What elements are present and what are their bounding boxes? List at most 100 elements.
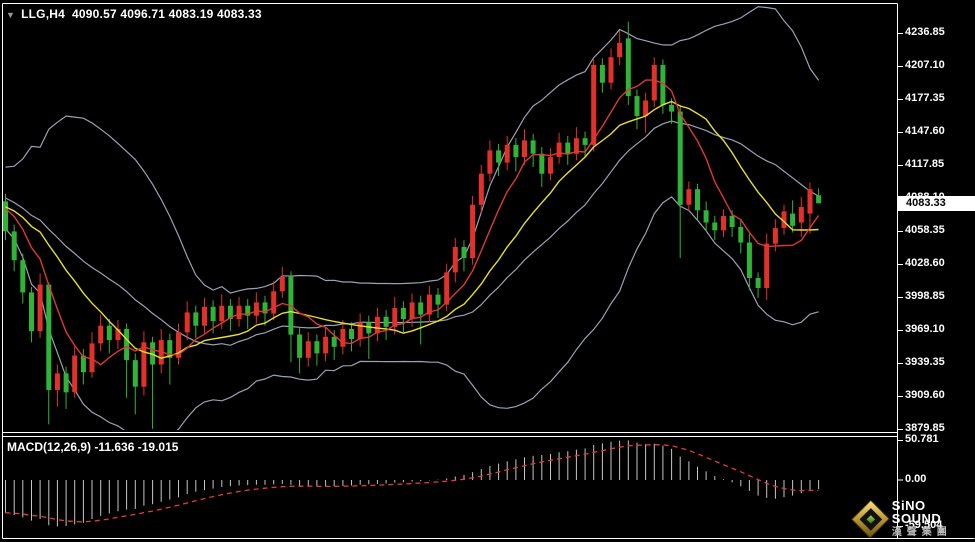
price-tick-label: 4236.85 bbox=[905, 26, 945, 38]
candle-body bbox=[660, 65, 666, 105]
price-tick-label: 3909.60 bbox=[905, 389, 945, 401]
price-tick-label: 3939.35 bbox=[905, 356, 945, 368]
symbol-ohlc-text: LLG,H4 4090.57 4096.71 4083.19 4083.33 bbox=[21, 7, 262, 21]
logo-brand-name: SiNO SOUND bbox=[891, 498, 942, 526]
bollinger-lower-band-line bbox=[5, 196, 819, 430]
macd-indicator-label: MACD(12,26,9) -11.636 -19.015 bbox=[7, 440, 179, 454]
symbol-dropdown-icon[interactable]: ▼ bbox=[6, 10, 16, 20]
candle-body bbox=[755, 278, 761, 288]
candle-body bbox=[279, 276, 285, 292]
candle-body bbox=[513, 144, 519, 158]
candle-body bbox=[556, 142, 562, 157]
candle-body bbox=[383, 316, 389, 327]
candle-body bbox=[374, 316, 380, 334]
price-tick-label: 3998.85 bbox=[905, 290, 945, 302]
candle-body bbox=[219, 305, 225, 322]
candle-body bbox=[245, 305, 251, 316]
candle-body bbox=[227, 305, 233, 319]
macd-tick-label: 0.00 bbox=[905, 473, 927, 485]
candle-body bbox=[677, 111, 683, 205]
candle-body bbox=[444, 272, 450, 305]
candle-body bbox=[807, 189, 813, 214]
candle-body bbox=[167, 340, 173, 358]
price-tick-label: 4058.35 bbox=[905, 224, 945, 236]
candle-body bbox=[418, 302, 424, 315]
candle-body bbox=[729, 215, 735, 227]
macd-pane bbox=[5, 440, 820, 527]
candle-body bbox=[20, 260, 26, 293]
candle-body bbox=[305, 341, 311, 358]
candle-body bbox=[790, 213, 796, 226]
candle-body bbox=[400, 307, 406, 319]
candle-body bbox=[340, 329, 346, 347]
candle-body bbox=[184, 312, 190, 333]
candle-body bbox=[54, 373, 60, 390]
main-pane bbox=[3, 6, 822, 430]
candle-body bbox=[176, 332, 181, 358]
price-tick-label: 4117.85 bbox=[905, 158, 945, 170]
broker-logo: SiNO SOUND 漢聲集團 bbox=[852, 498, 975, 538]
candle-body bbox=[617, 42, 623, 58]
candle-body bbox=[781, 211, 787, 228]
candle-body bbox=[738, 227, 744, 243]
candle-body bbox=[772, 228, 778, 244]
candle-body bbox=[37, 284, 43, 332]
ma-yellow-line bbox=[5, 100, 819, 359]
candle-body bbox=[141, 342, 147, 387]
candle-body bbox=[366, 322, 372, 334]
macd-histogram-group bbox=[5, 440, 820, 527]
candle-body bbox=[530, 140, 536, 154]
candle-body bbox=[764, 243, 770, 288]
candle-body bbox=[349, 329, 354, 339]
candle-body bbox=[798, 207, 804, 223]
candle-body bbox=[712, 222, 718, 231]
candle-body bbox=[202, 306, 207, 326]
candle-body bbox=[106, 325, 112, 341]
candle-body bbox=[80, 355, 86, 373]
candle-body bbox=[452, 246, 458, 273]
candle-body bbox=[695, 189, 700, 211]
price-tick-label: 4177.35 bbox=[905, 92, 945, 104]
current-price-box: 4083.33 bbox=[898, 196, 975, 211]
candle-body bbox=[816, 195, 822, 204]
candle-body bbox=[487, 150, 493, 174]
price-tick-label: 4147.60 bbox=[905, 125, 945, 137]
candle-body bbox=[72, 355, 78, 393]
candle-body bbox=[132, 360, 138, 387]
candle-body bbox=[409, 302, 415, 319]
candle-body bbox=[721, 215, 726, 231]
candle-body bbox=[565, 142, 571, 154]
candle-body bbox=[539, 153, 545, 174]
candle-body bbox=[63, 373, 69, 393]
macd-tick-label: 50.781 bbox=[905, 433, 939, 446]
bollinger-upper-band-line bbox=[5, 6, 820, 294]
candle-body bbox=[625, 38, 631, 97]
candle-body bbox=[124, 329, 130, 361]
candle-body bbox=[236, 305, 242, 319]
candle-body bbox=[643, 100, 649, 116]
candle-body bbox=[11, 231, 17, 261]
candle-body bbox=[323, 336, 329, 354]
macd-tick-label: -59.504 bbox=[905, 519, 943, 532]
candle-body bbox=[703, 210, 709, 223]
candle-body bbox=[426, 294, 432, 315]
candle-body bbox=[573, 138, 579, 154]
candle-body bbox=[504, 144, 510, 163]
candle-body bbox=[591, 65, 597, 145]
symbol-title: ▼ LLG,H4 4090.57 4096.71 4083.19 4083.33 bbox=[6, 7, 262, 21]
candle-body bbox=[522, 140, 527, 157]
candle-body bbox=[357, 322, 363, 339]
ma-red-line bbox=[5, 79, 820, 366]
candle-body bbox=[470, 204, 476, 258]
macd-signal-line bbox=[5, 444, 819, 523]
candle-body bbox=[3, 201, 8, 232]
candle-body bbox=[461, 246, 467, 258]
candle-body bbox=[210, 306, 216, 322]
price-tick-label: 4028.60 bbox=[905, 257, 945, 269]
candle-body bbox=[392, 307, 398, 327]
candle-body bbox=[478, 173, 484, 205]
candle-body bbox=[46, 284, 52, 390]
candle-body bbox=[582, 138, 588, 145]
